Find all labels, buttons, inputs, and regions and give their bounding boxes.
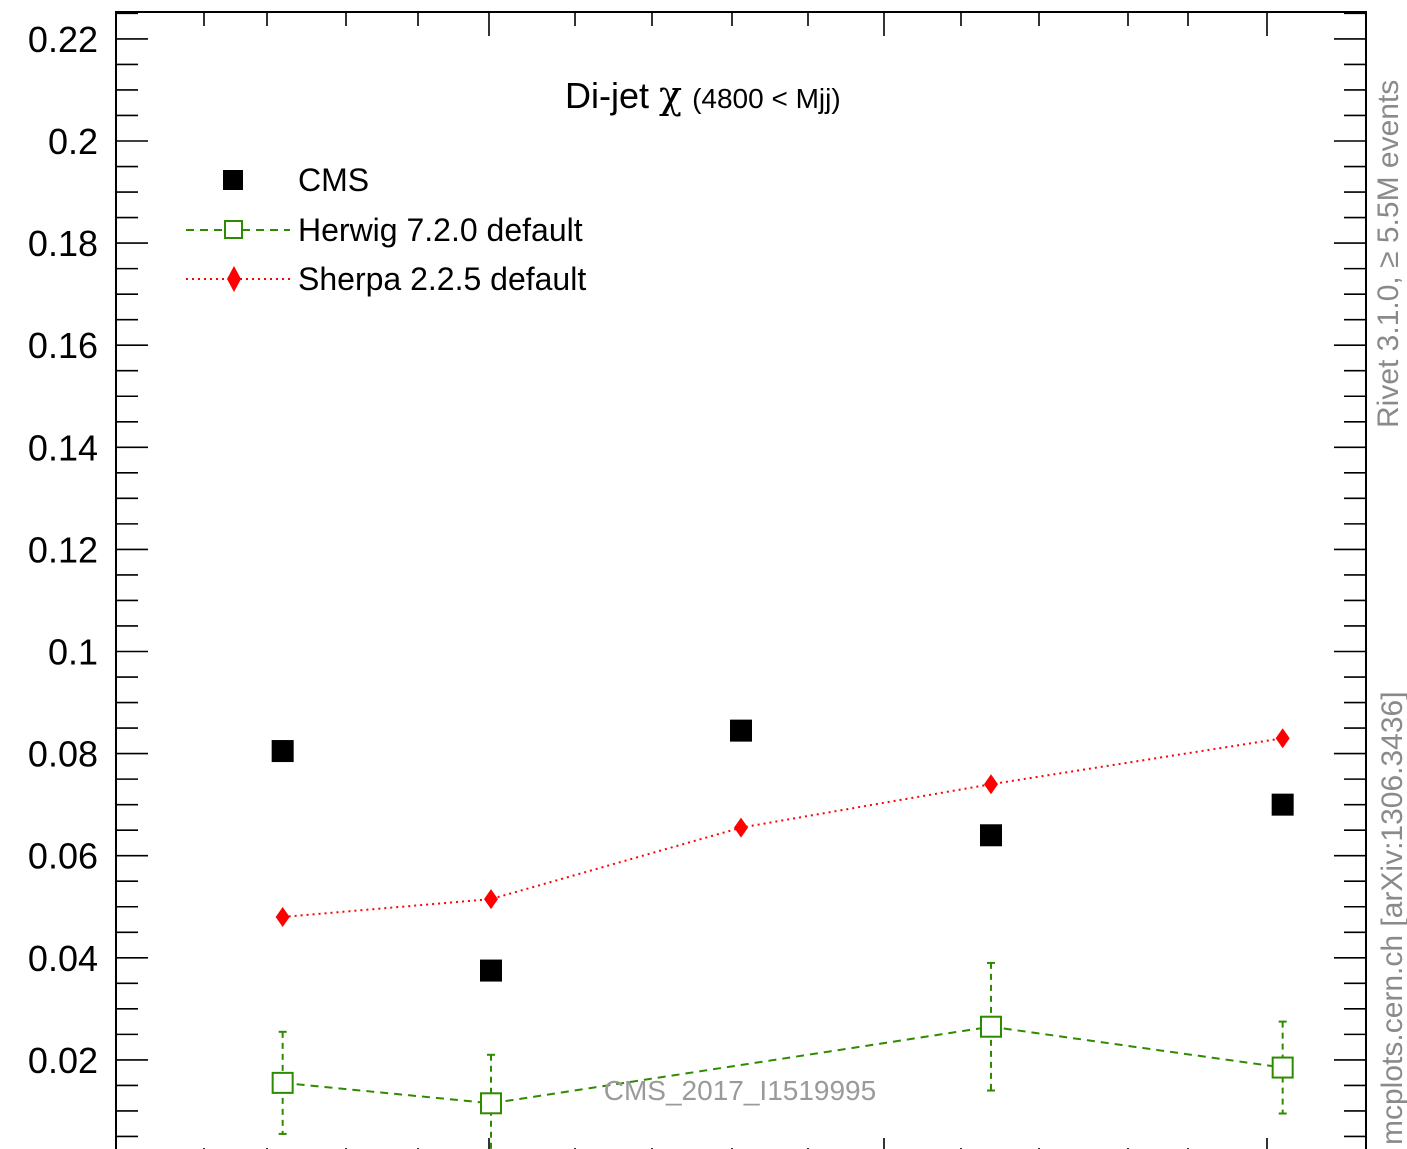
legend-label-cms: CMS: [298, 162, 369, 198]
data-point-cms: [1271, 793, 1294, 816]
legend-item-cms: CMS: [223, 162, 369, 198]
y-tick-label: 0.02: [28, 1040, 98, 1081]
data-point-sherpa: [734, 817, 748, 838]
series-layer: [271, 719, 1294, 1149]
y-tick-label: 0.18: [28, 223, 98, 264]
y-tick-label: 0.1: [48, 632, 98, 673]
plot-frame: [115, 11, 1367, 1149]
series-line-2: [282, 737, 1283, 918]
y-tick-label: 0.22: [28, 19, 98, 60]
y-tick-label: 0: [78, 1142, 98, 1149]
legend-marker-cms: [223, 170, 243, 190]
legend-item-herwig: Herwig 7.2.0 default: [186, 212, 583, 248]
data-point-herwig: [1271, 1056, 1294, 1079]
legend-label-herwig: Herwig 7.2.0 default: [298, 212, 583, 248]
data-point-cms: [980, 824, 1002, 847]
legend-label-sherpa: Sherpa 2.2.5 default: [298, 261, 586, 297]
y-tick-label: 0.14: [28, 427, 98, 468]
mcplots-source-label: mcplots.cern.ch [arXiv:1306.3436]: [1376, 691, 1407, 1145]
data-point-sherpa: [484, 889, 498, 910]
data-point-herwig: [271, 1071, 294, 1094]
y-tick-label: 0.2: [48, 121, 98, 162]
analysis-watermark: CMS_2017_I1519995: [604, 1075, 876, 1106]
legend: CMS Herwig 7.2.0 default Sherpa 2.2.5 de…: [186, 162, 586, 297]
chart-title: Di-jet χ (4800 < Mjj): [565, 73, 841, 117]
data-point-cms: [730, 719, 752, 742]
legend-marker-herwig: [224, 220, 243, 239]
data-point-sherpa: [275, 906, 290, 927]
y-tick-label: 0.12: [28, 529, 98, 570]
data-point-sherpa: [1275, 728, 1290, 749]
axis-ticks: [116, 12, 1366, 1149]
data-point-herwig: [980, 1015, 1002, 1038]
data-point-cms: [480, 959, 502, 982]
y-tick-labels: 0.22 0.2 0.18 0.16 0.14 0.12 0.1 0.08 0.06 0.04 0.…: [28, 19, 98, 1149]
rivet-version-label: Rivet 3.1.0, ≥ 5.5M events: [1372, 80, 1405, 428]
series-line-1: [282, 1025, 1283, 1105]
data-point-sherpa: [984, 774, 998, 795]
data-point-cms: [271, 740, 294, 763]
data-point-herwig: [480, 1092, 502, 1115]
y-tick-label: 0.08: [28, 734, 98, 775]
legend-item-sherpa: Sherpa 2.2.5 default: [186, 261, 586, 297]
y-tick-label: 0.16: [28, 325, 98, 366]
legend-marker-sherpa: [227, 266, 241, 292]
y-tick-label: 0.04: [28, 938, 98, 979]
y-tick-label: 0.06: [28, 836, 98, 877]
